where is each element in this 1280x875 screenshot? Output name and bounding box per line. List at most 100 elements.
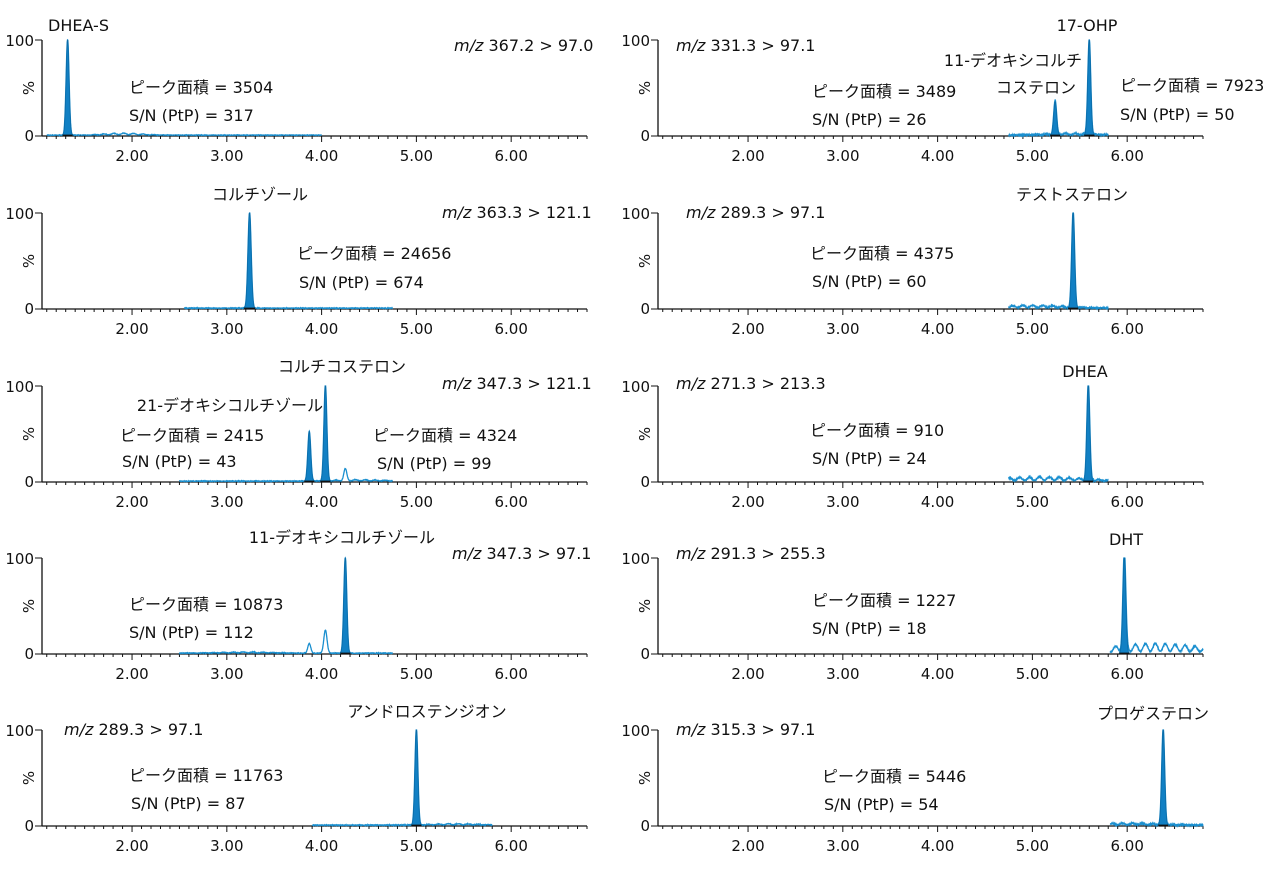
y-tick-label-100: 100 — [621, 378, 650, 396]
x-tick-label: 2.00 — [115, 493, 148, 511]
chromatogram-panel: 100% 0 2.00 3.00 4.00 5.00 6.00 17-OHP m/z 331.3… — [621, 16, 1264, 165]
signal-to-noise-label: S/N (PtP) = 674 — [299, 273, 424, 292]
y-tick-label-0: 0 — [24, 645, 34, 663]
x-tick-label: 2.00 — [731, 320, 764, 338]
integrated-peak — [62, 39, 74, 136]
y-axis-label: % — [636, 599, 654, 613]
integrated-peak — [1082, 385, 1095, 482]
y-tick-label-100: 100 — [5, 205, 34, 223]
y-tick-label-0: 0 — [24, 300, 34, 318]
mz-prefix: m/z — [686, 203, 716, 222]
y-axis-label: % — [636, 427, 654, 441]
y-axis-label: % — [636, 254, 654, 268]
y-axis-label: % — [20, 771, 38, 785]
x-tick-label: 4.00 — [921, 320, 954, 338]
compound-title: コルチゾール — [212, 185, 308, 204]
mz-transition: m/z 367.2 > 97.0 — [454, 36, 593, 55]
chromatogram-panel: 100% 0 2.00 3.00 4.00 5.00 6.00 11-デオキシコルチゾール m/… — [5, 528, 591, 683]
chromatogram-panel: 100% 0 2.00 3.00 4.00 5.00 6.00 コルチゾール m/z 363.3… — [5, 185, 591, 338]
x-tick-label: 6.00 — [1110, 147, 1143, 165]
x-tick-label: 6.00 — [1110, 493, 1143, 511]
chromatogram-trace — [311, 729, 493, 828]
compound-title-secondary: 11-デオキシコルチ — [944, 51, 1082, 70]
peak-area-label-2: ピーク面積 = 7923 — [1120, 76, 1264, 95]
compound-title-secondary: 21-デオキシコルチゾール — [137, 396, 323, 415]
x-tick-label: 3.00 — [826, 665, 859, 683]
x-tick-label: 2.00 — [731, 837, 764, 855]
signal-to-noise-label: S/N (PtP) = 18 — [812, 619, 927, 638]
x-tick-label: 6.00 — [494, 837, 527, 855]
x-tick-label: 3.00 — [210, 493, 243, 511]
mz-value: 347.3 > 121.1 — [471, 374, 591, 393]
peak-area-label: ピーク面積 = 10873 — [129, 595, 283, 614]
x-tick-label: 4.00 — [305, 147, 338, 165]
x-tick-label: 4.00 — [921, 837, 954, 855]
integrated-peak — [1049, 101, 1061, 136]
integrated-peak — [1067, 212, 1080, 309]
x-tick-label: 6.00 — [494, 147, 527, 165]
compound-title: DHEA — [1062, 362, 1107, 381]
compound-title: コルチコステロン — [278, 357, 406, 376]
x-tick-label: 5.00 — [1016, 837, 1049, 855]
peak-area-label-2: ピーク面積 = 4324 — [373, 426, 517, 445]
x-tick-label: 5.00 — [400, 493, 433, 511]
x-tick-label: 4.00 — [305, 320, 338, 338]
mz-transition: m/z 315.3 > 97.1 — [676, 720, 815, 739]
mz-transition: m/z 271.3 > 213.3 — [676, 374, 826, 393]
x-tick-label: 5.00 — [400, 147, 433, 165]
signal-to-noise-label: S/N (PtP) = 87 — [131, 794, 246, 813]
peak-area-label: ピーク面積 = 5446 — [822, 767, 966, 786]
chromatogram-trace — [178, 556, 393, 655]
chromatogram-panel: 100% 0 2.00 3.00 4.00 5.00 6.00 プロゲステロン m/z 315.… — [621, 704, 1209, 855]
y-axis-label: % — [636, 771, 654, 785]
y-tick-label-0: 0 — [640, 127, 650, 145]
x-tick-label: 2.00 — [115, 665, 148, 683]
x-tick-label: 3.00 — [826, 147, 859, 165]
mz-value: 289.3 > 97.1 — [715, 203, 825, 222]
chromatogram-trace — [178, 385, 393, 483]
signal-to-noise-label: S/N (PtP) = 26 — [812, 110, 927, 129]
y-tick-label-100: 100 — [5, 722, 34, 740]
x-tick-label: 4.00 — [921, 665, 954, 683]
x-tick-label: 6.00 — [1110, 837, 1143, 855]
mz-prefix: m/z — [454, 36, 484, 55]
x-tick-label: 3.00 — [210, 665, 243, 683]
x-tick-label: 2.00 — [731, 147, 764, 165]
peak-area-label: ピーク面積 = 11763 — [129, 766, 283, 785]
mz-transition: m/z 347.3 > 97.1 — [452, 544, 591, 563]
x-tick-label: 5.00 — [1016, 147, 1049, 165]
y-tick-label-100: 100 — [621, 550, 650, 568]
integrated-peak — [1157, 729, 1170, 826]
integrated-peak — [303, 430, 315, 482]
chromatogram-trace — [183, 212, 393, 311]
chromatogram-trace — [1008, 212, 1109, 311]
y-axis-label: % — [20, 254, 38, 268]
peak-area-label: ピーク面積 = 24656 — [297, 244, 451, 263]
compound-title: アンドロステンジオン — [347, 702, 506, 721]
x-tick-label: 4.00 — [305, 493, 338, 511]
x-tick-label: 4.00 — [305, 665, 338, 683]
peak-area-label: ピーク面積 = 2415 — [120, 426, 264, 445]
x-tick-label: 2.00 — [731, 493, 764, 511]
peak-area-label: ピーク面積 = 910 — [810, 421, 944, 440]
x-tick-label: 3.00 — [210, 320, 243, 338]
compound-title: テストステロン — [1016, 185, 1128, 204]
mz-value: 367.2 > 97.0 — [483, 36, 593, 55]
x-tick-label: 6.00 — [1110, 320, 1143, 338]
signal-to-noise-label: S/N (PtP) = 60 — [812, 272, 927, 291]
chromatogram-panel: 100% 0 2.00 3.00 4.00 5.00 6.00 テストステロン m/z 289.… — [621, 185, 1204, 338]
x-tick-label: 5.00 — [400, 320, 433, 338]
signal-to-noise-label: S/N (PtP) = 54 — [824, 795, 939, 814]
x-tick-label: 2.00 — [731, 665, 764, 683]
mz-value: 331.3 > 97.1 — [705, 36, 815, 55]
y-axis-label: % — [20, 427, 38, 441]
mz-transition: m/z 291.3 > 255.3 — [676, 544, 826, 563]
mz-value: 347.3 > 97.1 — [481, 544, 591, 563]
chromatogram-panel: 100% 0 2.00 3.00 4.00 5.00 6.00 アンドロステンジオン m/z 2… — [5, 702, 588, 855]
chromatogram-trace — [46, 38, 322, 137]
mz-transition: m/z 347.3 > 121.1 — [442, 374, 592, 393]
x-tick-label: 5.00 — [1016, 320, 1049, 338]
mz-prefix: m/z — [676, 544, 706, 563]
compound-title: DHT — [1109, 530, 1143, 549]
